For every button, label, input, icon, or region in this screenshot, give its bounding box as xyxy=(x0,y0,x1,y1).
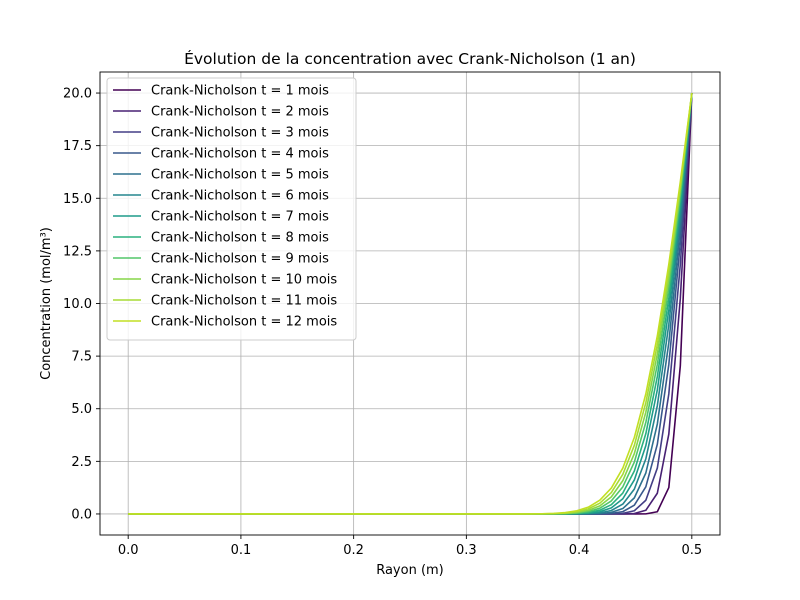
legend-label: Crank-Nicholson t = 3 mois xyxy=(151,126,329,141)
legend-label: Crank-Nicholson t = 10 mois xyxy=(151,273,337,288)
chart-title: Évolution de la concentration avec Crank… xyxy=(184,49,636,68)
y-tick-label: 17.5 xyxy=(63,139,92,154)
axis-ticks: 0.0 0.1 0.2 0.3 0.4 0.5 0.0 2.5 5.0 7.5 10.0 12.5 15… xyxy=(63,87,702,558)
x-axis-label: Rayon (m) xyxy=(376,563,444,578)
legend-label: Crank-Nicholson t = 9 mois xyxy=(151,252,329,267)
y-tick-label: 7.5 xyxy=(71,350,92,365)
legend-label: Crank-Nicholson t = 4 mois xyxy=(151,147,329,162)
legend-label: Crank-Nicholson t = 12 mois xyxy=(151,315,337,330)
y-tick-label: 2.5 xyxy=(71,455,92,470)
legend-label: Crank-Nicholson t = 2 mois xyxy=(151,105,329,120)
series-line-12 xyxy=(128,92,693,515)
legend-label: Crank-Nicholson t = 7 mois xyxy=(151,210,329,225)
y-tick-label: 5.0 xyxy=(71,402,92,417)
y-tick-label: 12.5 xyxy=(63,244,92,259)
legend: Crank-Nicholson t = 1 mois Crank-Nicholso… xyxy=(106,77,357,341)
x-tick-label: 0.2 xyxy=(343,543,364,558)
y-axis-label: Concentration (mol/m³) xyxy=(39,227,54,380)
x-tick-label: 0.0 xyxy=(118,543,139,558)
x-tick-label: 0.3 xyxy=(456,543,477,558)
y-tick-label: 10.0 xyxy=(63,297,92,312)
legend-label: Crank-Nicholson t = 6 mois xyxy=(151,189,329,204)
legend-label: Crank-Nicholson t = 8 mois xyxy=(151,231,329,246)
legend-label: Crank-Nicholson t = 5 mois xyxy=(151,168,329,183)
y-tick-label: 0.0 xyxy=(71,507,92,522)
legend-label: Crank-Nicholson t = 11 mois xyxy=(151,294,337,309)
legend-label: Crank-Nicholson t = 1 mois xyxy=(151,84,329,99)
x-tick-label: 0.5 xyxy=(681,543,702,558)
x-tick-label: 0.4 xyxy=(569,543,590,558)
series-lines xyxy=(128,92,693,515)
legend-box xyxy=(106,77,357,341)
x-tick-label: 0.1 xyxy=(231,543,252,558)
y-tick-label: 20.0 xyxy=(63,87,92,102)
y-tick-label: 15.0 xyxy=(63,192,92,207)
